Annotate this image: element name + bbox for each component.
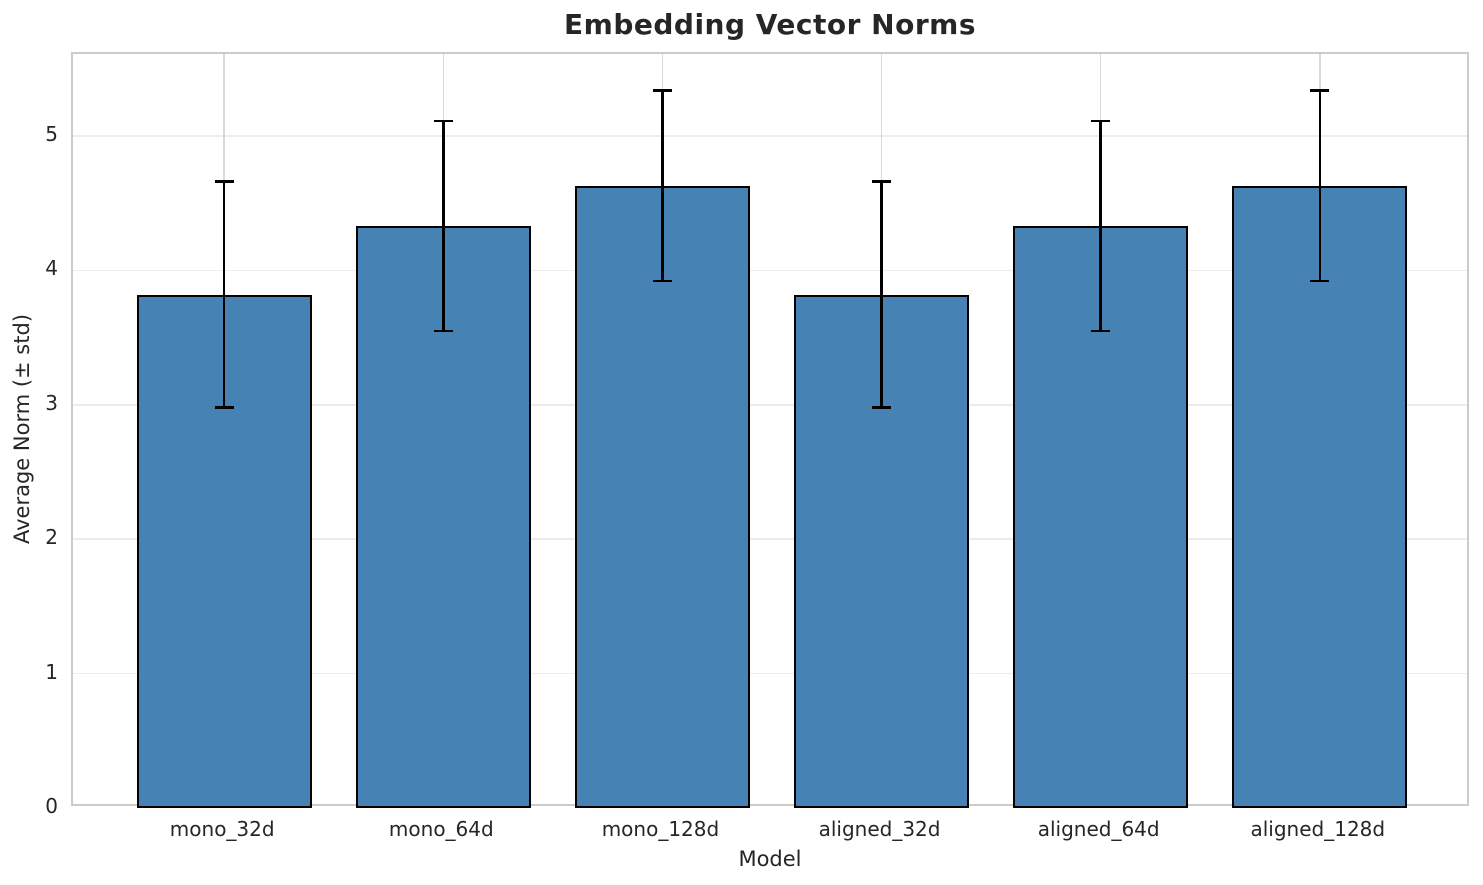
error-bar-cap-bottom-mono_64d [433,329,453,333]
error-bar-line-mono_128d [661,90,664,282]
y-tick-label: 0 [45,794,58,818]
error-bar-cap-bottom-mono_32d [214,406,234,409]
x-tick-label-mono_32d: mono_32d [169,817,275,841]
h-gridline [73,672,1467,675]
y-tick-label: 2 [45,525,58,550]
error-bar-cap-top-aligned_128d [1310,88,1330,92]
error-bar-cap-bottom-aligned_64d [1091,329,1111,333]
error-bar-line-aligned_128d [1318,90,1322,282]
h-gridline [73,538,1467,540]
error-bar-cap-top-mono_128d [652,88,672,92]
error-bar-cap-top-aligned_64d [1091,119,1111,123]
y-tick-label: 1 [45,659,58,684]
error-bar-line-mono_32d [222,181,226,408]
h-gridline [73,404,1467,406]
x-axis-label: Model [738,847,802,871]
error-bar-cap-top-aligned_32d [872,180,892,183]
bar-mono_128d [574,185,751,808]
y-tick-label: 5 [45,121,58,146]
plot-area [71,52,1469,808]
x-tick-label-aligned_128d: aligned_128d [1250,817,1386,841]
x-tick-label-aligned_32d: aligned_32d [818,817,941,841]
x-tick-label-mono_64d: mono_64d [388,817,494,841]
error-bar-cap-top-mono_32d [214,180,234,183]
error-bar-line-aligned_64d [1099,121,1102,331]
h-gridline [73,269,1467,272]
error-bar-cap-bottom-aligned_32d [872,406,892,409]
error-bar-line-mono_64d [442,121,445,331]
error-bar-cap-bottom-mono_128d [652,279,672,283]
x-tick-label-mono_128d: mono_128d [601,817,720,841]
y-tick-label: 4 [45,256,58,281]
y-axis-label-text: Average Norm (± std) [10,313,34,545]
error-bar-cap-bottom-aligned_128d [1310,279,1330,283]
error-bar-line-aligned_32d [880,181,883,408]
x-tick-label-aligned_64d: aligned_64d [1037,817,1160,841]
error-bar-cap-top-mono_64d [433,119,453,123]
bar-aligned_128d [1232,185,1408,808]
bar-aligned_64d [1013,226,1189,808]
h-gridline [73,135,1467,137]
chart-title: Embedding Vector Norms [564,8,976,41]
y-tick-label: 3 [45,390,58,415]
